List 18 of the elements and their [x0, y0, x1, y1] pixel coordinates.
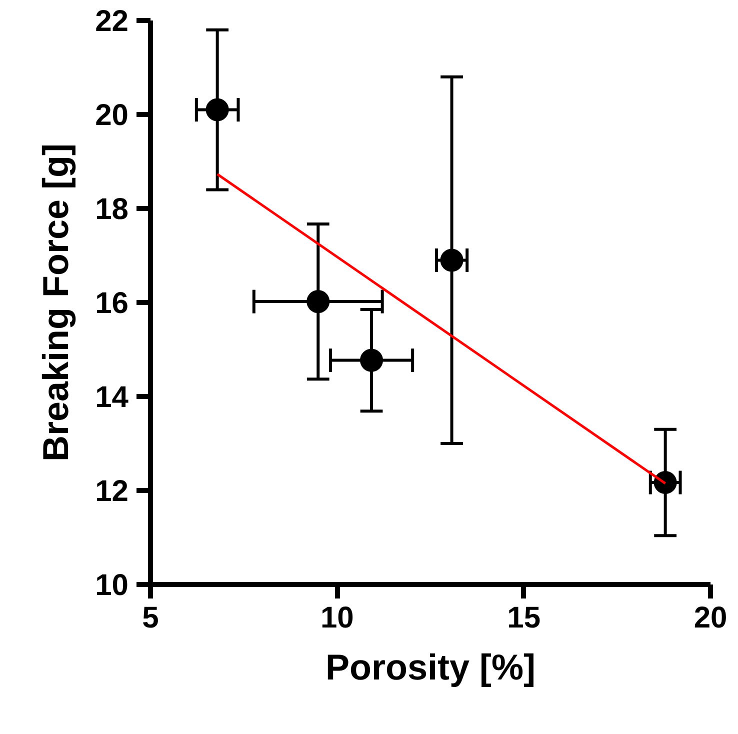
x-tick-label: 5 [142, 602, 159, 634]
x-tick-label: 15 [507, 602, 541, 634]
y-tick-label: 16 [95, 287, 129, 320]
x-axis-title: Porosity [%] [325, 646, 536, 688]
y-tick-label: 18 [95, 193, 129, 226]
y-tick-label: 14 [95, 381, 129, 414]
point [440, 248, 464, 272]
point [360, 348, 384, 372]
y-tick-label: 22 [95, 5, 129, 38]
x-tick-label: 20 [694, 602, 728, 634]
y-axis-title: Breaking Force [g] [35, 143, 76, 462]
y-tick-label: 20 [95, 99, 129, 132]
y-tick-label: 10 [95, 569, 129, 602]
point [654, 471, 677, 494]
point [206, 98, 229, 122]
x-tick-label: 10 [320, 602, 354, 634]
point [306, 290, 330, 314]
y-tick-label: 12 [95, 475, 129, 508]
